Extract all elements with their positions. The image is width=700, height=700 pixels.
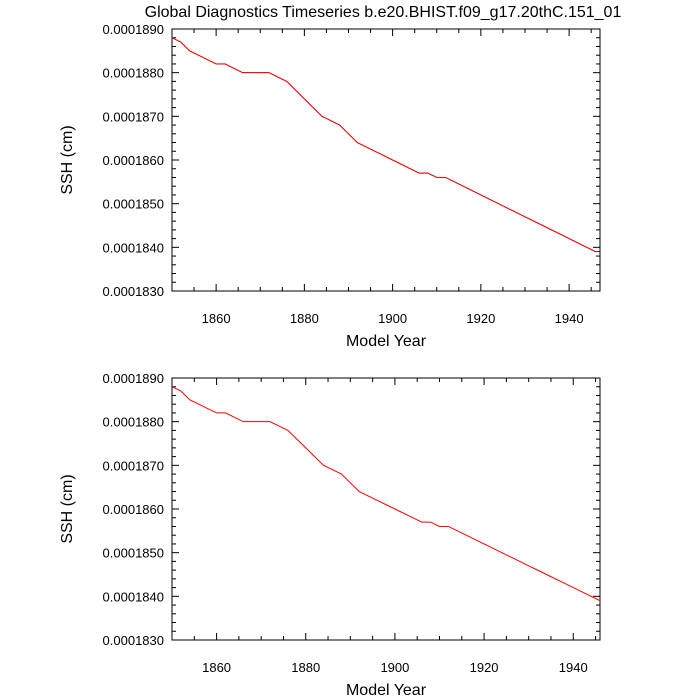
plot-frame bbox=[171, 28, 601, 292]
y-tick-label: 0.0001870 bbox=[103, 458, 164, 473]
y-tick-label: 0.0001840 bbox=[103, 240, 164, 255]
y-axis-label: SSH (cm) bbox=[59, 474, 76, 543]
y-tick-label: 0.0001880 bbox=[103, 66, 164, 81]
x-tick-label: 1920 bbox=[470, 660, 499, 675]
y-tick-label: 0.0001840 bbox=[103, 589, 164, 604]
x-tick-label: 1940 bbox=[555, 311, 584, 326]
x-tick-label: 1860 bbox=[202, 660, 231, 675]
y-tick-label: 0.0001830 bbox=[103, 633, 164, 648]
chart-title: Global Diagnostics Timeseries b.e20.BHIS… bbox=[145, 4, 622, 21]
x-tick-label: 1900 bbox=[378, 311, 407, 326]
x-tick-label: 1860 bbox=[202, 311, 231, 326]
x-tick-label: 1880 bbox=[290, 311, 319, 326]
y-tick-label: 0.0001880 bbox=[103, 415, 164, 430]
x-tick-label: 1920 bbox=[466, 311, 495, 326]
timeseries-panel-monthly: 1860 1880 1900 1920 1940 0.0001830 0.0001840 0.… bbox=[59, 22, 601, 350]
timeseries-panel-annual: 1860 1880 1900 1920 1940 0.0001830 0.0001840 0.… bbox=[59, 371, 601, 699]
y-tick-label: 0.0001860 bbox=[103, 153, 164, 168]
x-axis-label: Model Year bbox=[346, 333, 427, 350]
y-tick-label: 0.0001850 bbox=[103, 546, 164, 561]
x-axis-label: Model Year bbox=[346, 682, 427, 699]
plot-frame bbox=[171, 377, 601, 641]
x-tick-label: 1900 bbox=[380, 660, 409, 675]
y-axis-label: SSH (cm) bbox=[59, 125, 76, 194]
x-tick-label: 1940 bbox=[559, 660, 588, 675]
y-tick-label: 0.0001890 bbox=[103, 22, 164, 37]
x-tick-label: 1880 bbox=[291, 660, 320, 675]
series-line-annual bbox=[172, 386, 600, 602]
y-tick-label: 0.0001860 bbox=[103, 502, 164, 517]
y-tick-label: 0.0001870 bbox=[103, 109, 164, 124]
y-tick-label: 0.0001830 bbox=[103, 284, 164, 299]
y-tick-label: 0.0001850 bbox=[103, 197, 164, 212]
series-line-annual bbox=[172, 37, 596, 253]
y-tick-label: 0.0001890 bbox=[103, 371, 164, 386]
